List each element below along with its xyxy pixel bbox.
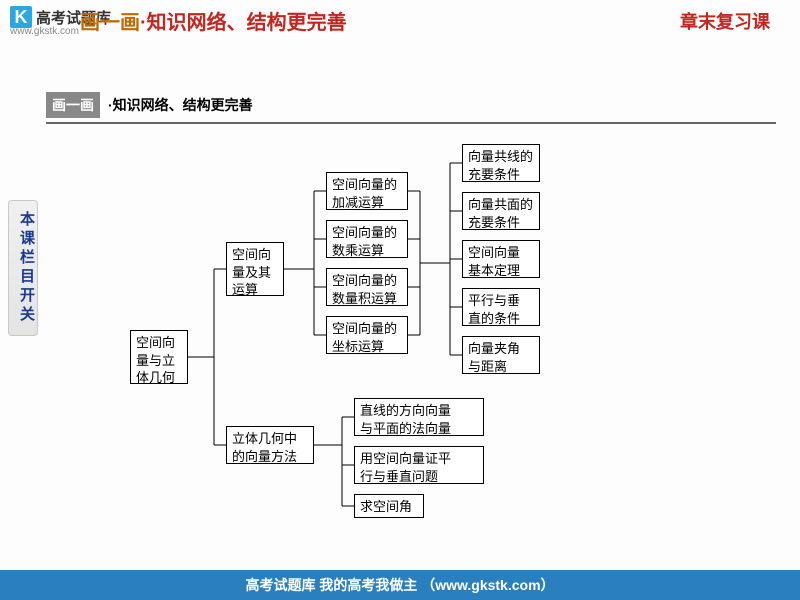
knowledge-tree-diagram: 空间向 量与立 体几何空间向 量及其 运算立体几何中 的向量方法 空间向量的 加减…: [100, 130, 760, 550]
main-title: 画一画·知识网络、结构更完善: [80, 6, 347, 35]
tree-node-c1: 向量共线的 充要条件: [462, 144, 540, 182]
header: K 高考试题库 www.gkstk.com 画一画·知识网络、结构更完善 章末复…: [0, 0, 800, 40]
tree-node-c3: 空间向量 基本定理: [462, 240, 540, 278]
tree-node-c4: 平行与垂 直的条件: [462, 288, 540, 326]
subheader-badge: 画一画: [46, 92, 100, 118]
subheader: 画一画 ·知识网络、结构更完善: [46, 92, 776, 124]
tree-node-b4: 空间向量的 坐标运算: [326, 316, 408, 354]
tree-node-a1: 空间向 量及其 运算: [226, 242, 284, 296]
logo-url: www.gkstk.com: [10, 26, 79, 37]
subheader-text: ·知识网络、结构更完善: [108, 95, 253, 115]
side-tab-toggle[interactable]: 本课栏目开关: [8, 200, 38, 336]
tree-connectors: [100, 130, 760, 550]
tree-node-a2: 立体几何中 的向量方法: [226, 426, 314, 464]
tree-node-b2: 空间向量的 数乘运算: [326, 220, 408, 258]
chapter-title: 章末复习课: [680, 8, 770, 34]
main-title-dot: ·: [140, 12, 147, 34]
footer: 高考试题库 我的高考我做主 （www.gkstk.com）: [0, 570, 800, 600]
logo-icon: K: [10, 6, 32, 28]
tree-node-d3: 求空间角: [354, 494, 424, 518]
tree-node-b1: 空间向量的 加减运算: [326, 172, 408, 210]
tree-node-d1: 直线的方向向量 与平面的法向量: [354, 398, 484, 436]
tree-node-b3: 空间向量的 数量积运算: [326, 268, 408, 306]
tree-node-root: 空间向 量与立 体几何: [130, 330, 188, 384]
tree-node-d2: 用空间向量证平 行与垂直问题: [354, 446, 484, 484]
main-title-rest: 知识网络、结构更完善: [147, 12, 347, 34]
tree-node-c2: 向量共面的 充要条件: [462, 192, 540, 230]
main-title-prefix: 画一画: [80, 12, 140, 34]
tree-node-c5: 向量夹角 与距离: [462, 336, 540, 374]
